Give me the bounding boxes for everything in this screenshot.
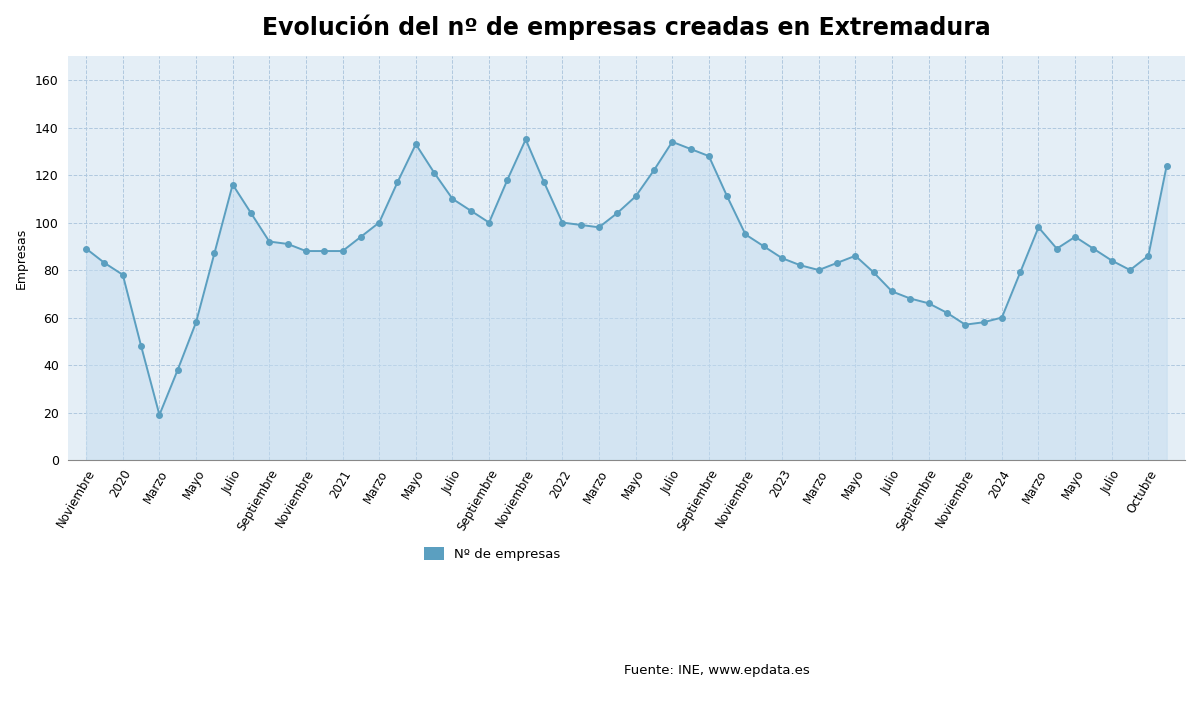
Text: Fuente: INE, www.epdata.es: Fuente: INE, www.epdata.es [624, 664, 810, 677]
Y-axis label: Empresas: Empresas [14, 228, 28, 289]
Legend: Nº de empresas: Nº de empresas [419, 541, 566, 566]
Title: Evolución del nº de empresas creadas en Extremadura: Evolución del nº de empresas creadas en … [262, 15, 991, 40]
